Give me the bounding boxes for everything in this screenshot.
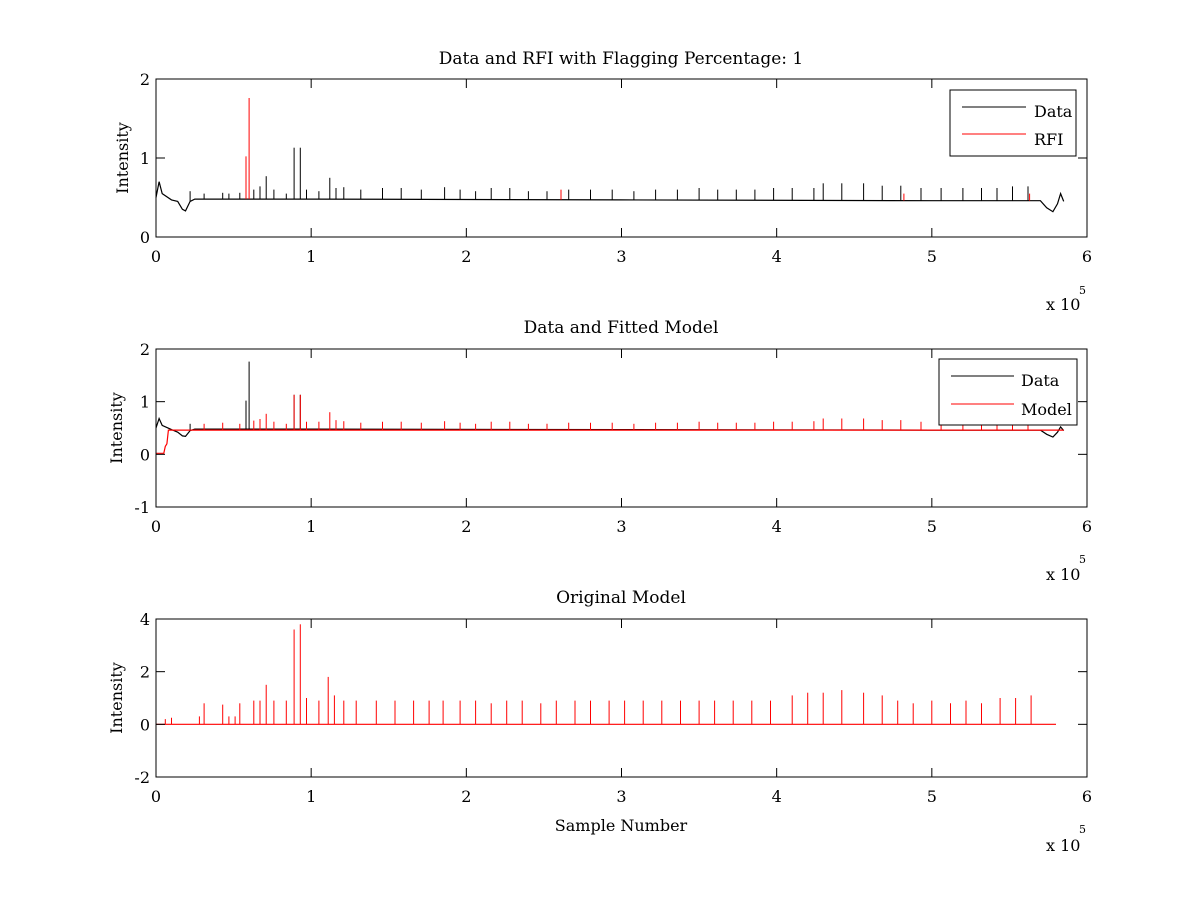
x-tick-label: 0	[151, 247, 161, 266]
subplot-1-ticks: 0 1 2 3 4 5 6 0 1 2	[140, 70, 1092, 266]
x-tick-label: 6	[1082, 517, 1092, 536]
subplot-1-legend: Data RFI	[949, 89, 1077, 157]
subplot-2-legend-box	[938, 358, 1078, 426]
subplot-1-x-multiplier-label: x 10	[1046, 295, 1080, 314]
subplot-3-series-model	[156, 624, 1056, 725]
subplot-2-ylabel: Intensity	[107, 392, 126, 464]
subplot-2-x-multiplier: x 10 5	[1046, 553, 1086, 584]
y-tick-label: 2	[140, 70, 150, 89]
x-tick-label: 2	[461, 787, 471, 806]
y-tick-label: 0	[140, 228, 150, 247]
subplot-2-legend: Data Model	[938, 358, 1078, 426]
x-tick-label: 2	[461, 247, 471, 266]
subplot-2-x-multiplier-label: x 10	[1046, 565, 1080, 584]
x-tick-label: 3	[616, 787, 626, 806]
y-tick-label: 2	[140, 340, 150, 359]
subplot-1-series-data	[155, 147, 1065, 213]
subplot-3-x-multiplier: x 10 5	[1046, 823, 1086, 855]
subplot-2-legend-label-model: Model	[1021, 400, 1072, 419]
x-tick-label: 0	[151, 787, 161, 806]
x-tick-label: 5	[927, 517, 937, 536]
x-tick-label: 4	[772, 247, 782, 266]
subplot-3-xlabel: Sample Number	[555, 816, 688, 835]
subplot-2-title: Data and Fitted Model	[524, 318, 719, 338]
x-tick-label: 6	[1082, 247, 1092, 266]
subplot-1-series-line-0	[155, 181, 1065, 213]
subplot-2-series-line-1	[156, 429, 1064, 454]
subplot-3-x-multiplier-label: x 10	[1046, 836, 1080, 855]
x-tick-label: 0	[151, 517, 161, 536]
subplot-2-series-model	[156, 394, 1064, 454]
subplot-1-series-rfi	[245, 98, 1031, 201]
y-tick-label: 2	[140, 663, 150, 682]
subplot-2-series	[155, 361, 1065, 454]
subplot-1-legend-box	[949, 89, 1077, 157]
x-tick-label: 1	[306, 247, 316, 266]
y-tick-label: 0	[140, 715, 150, 734]
x-tick-label: 5	[927, 247, 937, 266]
subplot-1-x-multiplier-exp: 5	[1079, 284, 1086, 297]
subplot-3-series	[156, 624, 1056, 725]
subplot-2-series-line-0	[155, 416, 1065, 438]
x-tick-label: 6	[1082, 787, 1092, 806]
x-tick-label: 3	[616, 247, 626, 266]
y-tick-label: 1	[140, 393, 150, 412]
subplot-1-ylabel: Intensity	[113, 122, 132, 194]
y-tick-label: 0	[140, 445, 150, 464]
subplot-1-legend-label-rfi: RFI	[1034, 130, 1063, 149]
subplot-1-legend-label-data: Data	[1034, 102, 1073, 121]
subplot-3-title: Original Model	[556, 588, 686, 608]
subplot-1-series	[155, 98, 1065, 213]
x-tick-label: 3	[616, 517, 626, 536]
x-tick-label: 5	[927, 787, 937, 806]
subplot-1-title: Data and RFI with Flagging Percentage: 1	[439, 49, 803, 69]
subplot-1: Data and RFI with Flagging Percentage: 1…	[113, 49, 1092, 314]
y-tick-label: -2	[134, 768, 150, 787]
subplot-3-ylabel: Intensity	[107, 662, 126, 734]
x-tick-label: 1	[306, 787, 316, 806]
x-tick-label: 4	[772, 787, 782, 806]
x-tick-label: 2	[461, 517, 471, 536]
x-tick-label: 1	[306, 517, 316, 536]
y-tick-label: -1	[134, 498, 150, 517]
x-tick-label: 4	[772, 517, 782, 536]
subplot-1-x-multiplier: x 10 5	[1046, 284, 1086, 314]
subplot-2-legend-label-data: Data	[1021, 371, 1060, 390]
subplot-3-x-multiplier-exp: 5	[1079, 823, 1086, 836]
y-tick-label: 1	[140, 149, 150, 168]
y-tick-label: 4	[140, 610, 150, 629]
subplot-2-x-multiplier-exp: 5	[1079, 553, 1086, 566]
